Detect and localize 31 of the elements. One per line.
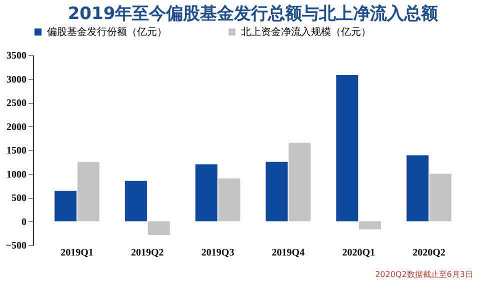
bar — [148, 221, 170, 236]
y-tick-label: 1000 — [6, 169, 26, 180]
bar — [124, 180, 147, 222]
legend-label: 偏股基金发行份额（亿元） — [47, 26, 167, 38]
y-tick-label: −500 — [6, 240, 26, 252]
y-tick-label: 0 — [22, 216, 26, 228]
legend-label: 北上资金净流入规模（亿元） — [241, 26, 371, 38]
bar — [195, 164, 218, 222]
bar — [336, 74, 358, 222]
bar — [359, 221, 382, 230]
text: 2020Q2数据截止至6月3日 — [375, 270, 473, 279]
y-tick-label: 3000 — [6, 74, 26, 86]
x-tick-label: 2020Q2 — [412, 248, 446, 258]
x-tick-label: 2020Q1 — [342, 248, 375, 258]
x-tick-label: 2019Q1 — [60, 248, 94, 258]
x-tick-label: 2019Q4 — [272, 248, 305, 258]
x-tick-label: 2019Q3 — [201, 248, 234, 258]
x-tick-label: 2019Q2 — [131, 248, 164, 258]
y-tick-label: 3500 — [6, 50, 26, 62]
bar — [406, 155, 429, 222]
chart-title: 2019年至今偏股基金发行总额与北上净流入总额 — [68, 4, 440, 24]
bar — [54, 190, 77, 222]
bar — [429, 174, 452, 222]
bar — [266, 162, 288, 222]
y-tick-label: 2000 — [6, 122, 26, 133]
y-tick-label: 1500 — [6, 146, 26, 156]
y-tick-label: 500 — [12, 193, 26, 204]
bar — [218, 178, 240, 222]
y-tick-label: 2500 — [6, 98, 26, 109]
bar — [77, 162, 100, 222]
bar — [288, 142, 311, 222]
